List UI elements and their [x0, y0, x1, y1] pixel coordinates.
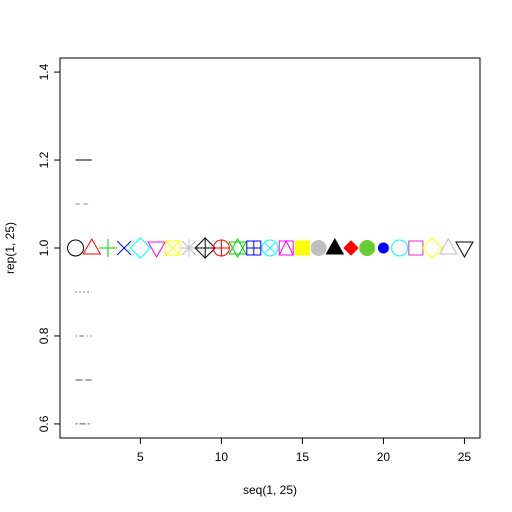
marker-part — [438, 237, 458, 255]
point — [325, 237, 345, 255]
point — [82, 237, 102, 255]
marker-part — [116, 240, 132, 256]
point — [377, 242, 389, 254]
point — [421, 237, 443, 259]
point — [438, 237, 458, 255]
y-axis-title: rep(1, 25) — [3, 222, 17, 274]
point — [147, 241, 166, 259]
marker-part — [278, 239, 295, 256]
point — [212, 239, 230, 257]
marker-part — [391, 239, 409, 257]
point — [294, 240, 310, 256]
marker-part — [181, 240, 197, 256]
point — [98, 239, 117, 257]
x-tick-label: 15 — [296, 450, 310, 464]
x-axis-title: seq(1, 25) — [243, 483, 297, 497]
marker-part — [261, 239, 279, 257]
point — [116, 240, 132, 256]
marker-part — [278, 240, 294, 256]
point — [129, 237, 152, 259]
marker-part — [228, 237, 247, 255]
y-tick-label: 1.4 — [37, 63, 51, 80]
marker-part — [67, 239, 85, 257]
point — [408, 240, 424, 256]
point — [359, 240, 376, 256]
point — [343, 240, 359, 256]
marker-part — [455, 241, 474, 259]
point — [278, 239, 295, 256]
point — [228, 237, 247, 259]
marker-part — [310, 240, 327, 256]
marker-part — [377, 242, 389, 254]
marker-part — [129, 237, 152, 259]
x-tick-label: 5 — [137, 450, 144, 464]
y-tick-label: 0.8 — [37, 327, 51, 344]
marker-part — [325, 237, 345, 255]
marker-part — [147, 241, 166, 259]
marker-part — [408, 240, 424, 256]
x-tick-label: 10 — [215, 450, 229, 464]
y-tick-label: 0.6 — [37, 415, 51, 432]
x-tick-label: 20 — [377, 450, 391, 464]
marker-part — [82, 237, 102, 255]
point — [391, 239, 409, 257]
marker-part — [421, 237, 443, 259]
marker-part — [359, 240, 376, 256]
y-tick-label: 1.0 — [37, 239, 51, 256]
marker-part — [165, 240, 181, 256]
point — [310, 240, 327, 256]
point — [165, 240, 181, 256]
marker-part — [343, 240, 359, 256]
point — [455, 241, 474, 259]
marker-part — [165, 240, 181, 256]
point — [261, 239, 279, 257]
x-tick-label: 25 — [458, 450, 472, 464]
marker-part — [294, 240, 310, 256]
point — [246, 240, 262, 256]
y-tick-label: 1.2 — [37, 151, 51, 168]
marker-part — [263, 241, 277, 255]
point — [194, 237, 216, 259]
point — [67, 239, 85, 257]
marker-part — [228, 241, 247, 259]
